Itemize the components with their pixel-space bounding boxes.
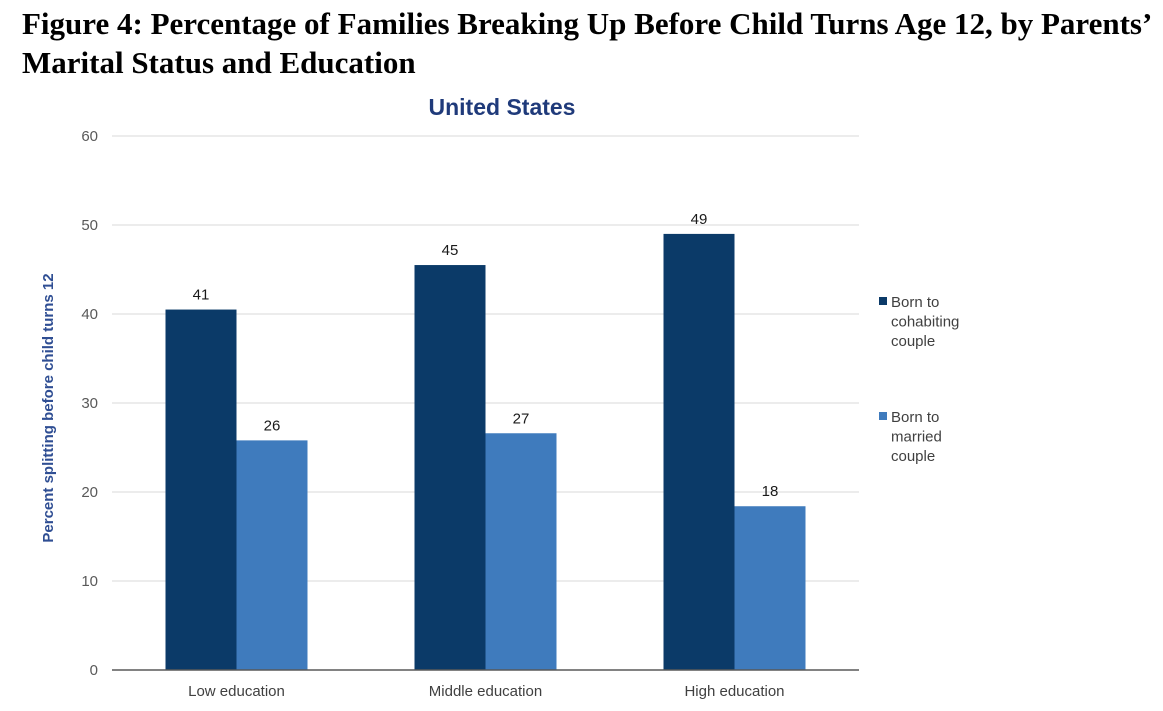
- legend-label: Born to: [891, 409, 939, 426]
- y-tick-label: 20: [81, 484, 98, 501]
- legend-item: Born to married couple: [879, 409, 942, 465]
- data-label: 49: [691, 211, 708, 228]
- data-label: 26: [264, 417, 281, 434]
- x-tick-label: Low education: [188, 683, 285, 700]
- axes: 0 10 20 30 40 50 60 Low education Middle educati…: [81, 128, 859, 700]
- y-tick-label: 60: [81, 128, 98, 145]
- y-tick-label: 40: [81, 306, 98, 323]
- y-tick-label: 50: [81, 217, 98, 234]
- data-label: 27: [513, 410, 530, 427]
- legend-label: married: [891, 429, 942, 446]
- y-tick-label: 30: [81, 395, 98, 412]
- bars: 41 26 45 27 49 18: [165, 211, 806, 670]
- x-tick-label: Middle education: [429, 683, 542, 700]
- bar: [734, 506, 806, 670]
- data-label: 18: [762, 483, 779, 500]
- bar: [414, 265, 486, 670]
- legend-label: couple: [891, 448, 935, 465]
- bar: [165, 309, 237, 670]
- y-axis-title: Percent splitting before child turns 12: [40, 273, 57, 542]
- figure-heading: Figure 4: Percentage of Families Breakin…: [22, 6, 1151, 80]
- legend-item: Born to cohabiting couple: [879, 294, 959, 350]
- data-label: 41: [193, 287, 210, 304]
- y-tick-label: 10: [81, 573, 98, 590]
- legend-label: cohabiting: [891, 314, 959, 331]
- legend: Born to cohabiting couple Born to married cou…: [879, 294, 959, 465]
- bar: [663, 233, 735, 670]
- y-tick-label: 0: [90, 662, 98, 679]
- bar: [485, 433, 557, 670]
- chart-title: United States: [429, 94, 576, 120]
- legend-label: Born to: [891, 294, 939, 311]
- legend-swatch: [879, 297, 887, 305]
- legend-swatch: [879, 412, 887, 420]
- bar: [236, 440, 308, 670]
- legend-label: couple: [891, 333, 935, 350]
- x-tick-label: High education: [684, 683, 784, 700]
- data-label: 45: [442, 242, 459, 259]
